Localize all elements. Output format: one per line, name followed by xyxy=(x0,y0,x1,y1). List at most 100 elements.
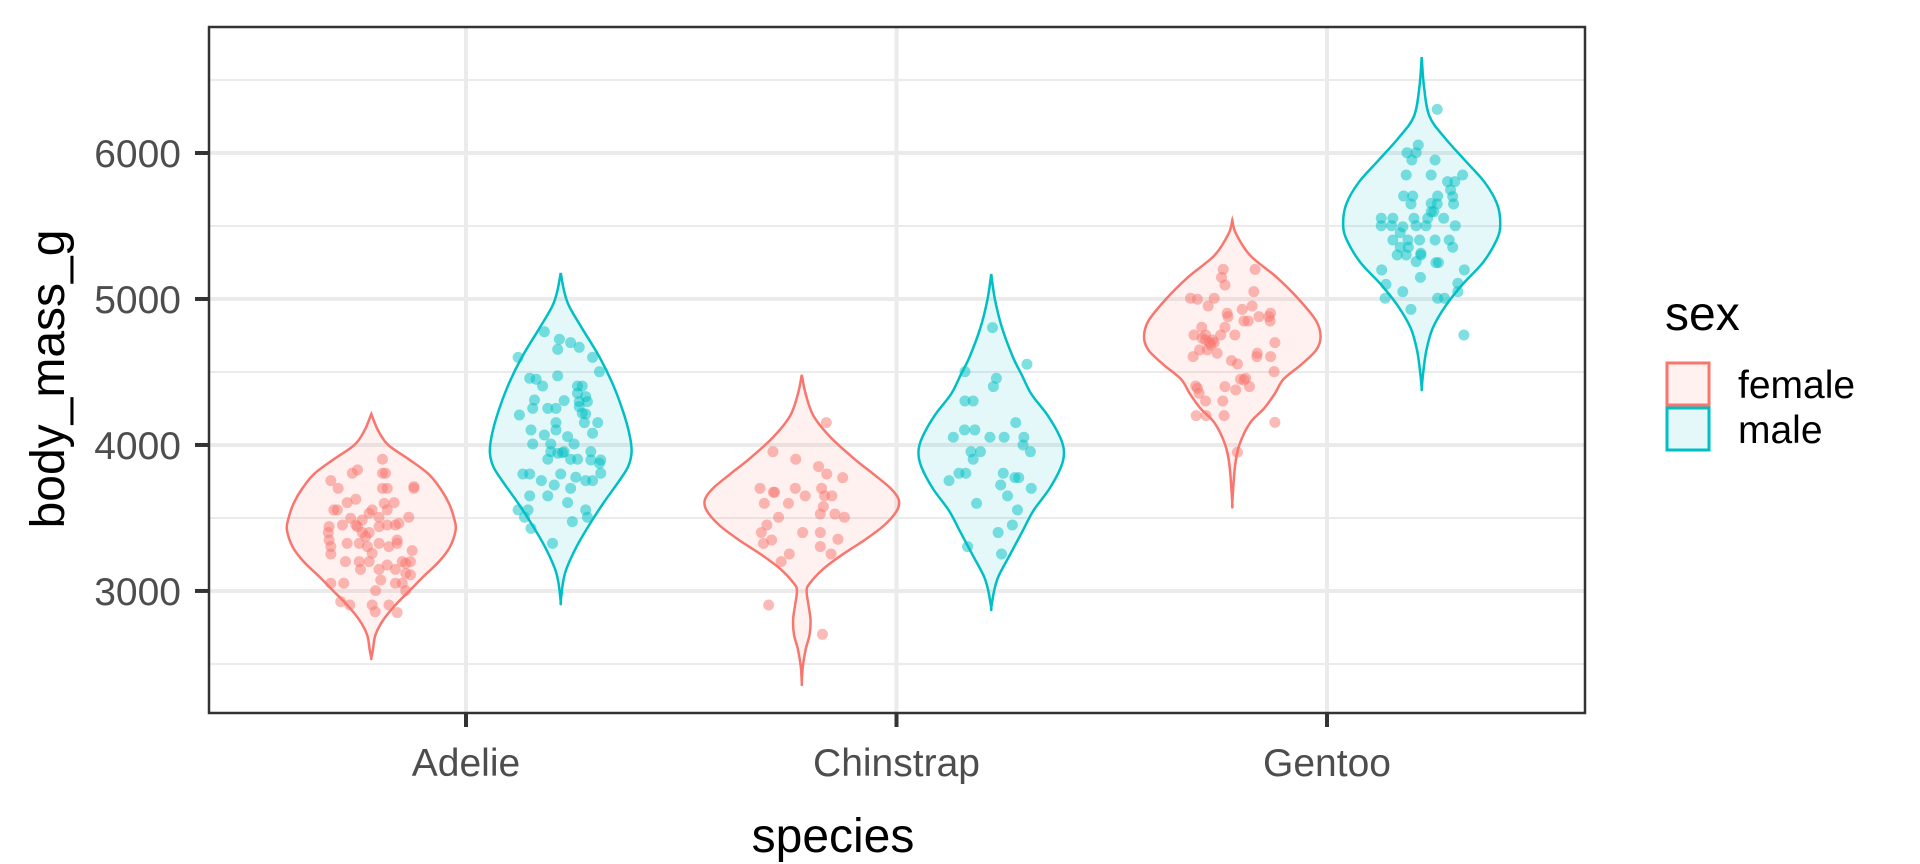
point-adelie-female xyxy=(363,556,375,568)
point-gentoo-male xyxy=(1449,220,1461,232)
point-chinstrap-male xyxy=(962,541,974,553)
point-gentoo-male xyxy=(1458,329,1470,341)
point-gentoo-male xyxy=(1452,277,1464,289)
point-gentoo-female xyxy=(1187,351,1199,363)
point-gentoo-male xyxy=(1398,190,1410,202)
point-adelie-male xyxy=(538,429,550,441)
point-adelie-male xyxy=(547,537,559,549)
point-chinstrap-male xyxy=(943,475,955,487)
point-gentoo-male xyxy=(1414,271,1426,283)
point-adelie-male xyxy=(565,337,577,349)
point-chinstrap-female xyxy=(821,468,833,480)
point-adelie-female xyxy=(350,493,362,505)
point-gentoo-female xyxy=(1248,286,1260,298)
point-gentoo-male xyxy=(1431,103,1443,115)
point-adelie-male xyxy=(535,475,547,487)
point-chinstrap-female xyxy=(789,482,801,494)
point-adelie-female xyxy=(381,519,393,531)
point-adelie-female xyxy=(370,585,382,597)
point-adelie-male xyxy=(542,453,554,465)
point-adelie-female xyxy=(366,547,378,559)
point-chinstrap-female xyxy=(757,537,769,549)
point-chinstrap-male xyxy=(1010,417,1022,429)
x-tick-label-chinstrap: Chinstrap xyxy=(813,742,980,785)
point-adelie-female xyxy=(332,482,344,494)
point-adelie-female xyxy=(383,541,395,553)
point-adelie-male xyxy=(562,431,574,443)
point-chinstrap-female xyxy=(763,599,775,611)
point-chinstrap-male xyxy=(984,431,996,443)
point-chinstrap-female xyxy=(790,453,802,465)
point-adelie-female xyxy=(375,574,387,586)
point-chinstrap-female xyxy=(826,490,838,502)
point-chinstrap-female xyxy=(832,533,844,545)
point-adelie-female xyxy=(388,497,400,509)
point-gentoo-male xyxy=(1410,256,1422,268)
point-gentoo-female xyxy=(1211,347,1223,359)
point-gentoo-female xyxy=(1222,311,1234,323)
point-gentoo-female xyxy=(1231,446,1243,458)
point-gentoo-female xyxy=(1191,382,1203,394)
point-chinstrap-female xyxy=(755,527,767,539)
y-tick-label-6000: 6000 xyxy=(94,133,181,176)
point-adelie-male xyxy=(580,408,592,420)
point-chinstrap-male xyxy=(997,467,1009,479)
point-chinstrap-female xyxy=(761,519,773,531)
point-gentoo-male xyxy=(1405,303,1417,315)
point-adelie-female xyxy=(408,482,420,494)
legend-title: sex xyxy=(1665,288,1740,341)
point-gentoo-male xyxy=(1414,234,1426,246)
point-gentoo-female xyxy=(1246,300,1258,312)
point-adelie-male xyxy=(519,511,531,523)
point-chinstrap-female xyxy=(754,482,766,494)
point-adelie-male xyxy=(525,424,537,436)
point-adelie-male xyxy=(566,516,578,528)
point-gentoo-male xyxy=(1397,221,1409,233)
point-chinstrap-female xyxy=(775,556,787,568)
point-adelie-female xyxy=(339,556,351,568)
point-adelie-male xyxy=(552,343,564,355)
point-gentoo-female xyxy=(1219,381,1231,393)
point-chinstrap-female xyxy=(758,497,770,509)
point-gentoo-male xyxy=(1448,198,1460,210)
point-chinstrap-female xyxy=(837,472,849,484)
point-gentoo-male xyxy=(1447,241,1459,253)
point-adelie-male xyxy=(542,490,554,502)
point-adelie-male xyxy=(587,475,599,487)
y-tick-label-4000: 4000 xyxy=(94,425,181,468)
point-chinstrap-male xyxy=(1021,358,1033,370)
point-adelie-male xyxy=(512,351,524,363)
point-adelie-male xyxy=(562,497,574,509)
point-adelie-female xyxy=(389,563,401,575)
point-adelie-female xyxy=(376,453,388,465)
point-gentoo-female xyxy=(1229,329,1241,341)
point-adelie-male xyxy=(570,471,582,483)
point-chinstrap-male xyxy=(1025,482,1037,494)
point-adelie-male xyxy=(573,341,585,353)
point-gentoo-female xyxy=(1249,263,1261,275)
point-adelie-male xyxy=(585,454,597,466)
point-gentoo-male xyxy=(1432,190,1444,202)
point-gentoo-female xyxy=(1238,374,1250,386)
point-chinstrap-female xyxy=(816,628,828,640)
point-gentoo-female xyxy=(1231,358,1243,370)
point-gentoo-male xyxy=(1400,169,1412,181)
point-adelie-male xyxy=(550,402,562,414)
x-tick-label-gentoo: Gentoo xyxy=(1263,742,1391,785)
point-adelie-female xyxy=(369,606,381,618)
point-gentoo-female xyxy=(1190,410,1202,422)
point-gentoo-male xyxy=(1420,220,1432,232)
point-adelie-female xyxy=(381,559,393,571)
point-adelie-male xyxy=(538,326,550,338)
point-gentoo-male xyxy=(1406,154,1418,166)
point-gentoo-female xyxy=(1263,311,1275,323)
y-axis-title: body_mass_g xyxy=(22,230,75,529)
point-chinstrap-male xyxy=(992,527,1004,539)
legend-key-male xyxy=(1665,406,1711,452)
point-adelie-female xyxy=(400,567,412,579)
point-adelie-female xyxy=(373,521,385,533)
point-gentoo-male xyxy=(1432,257,1444,269)
point-chinstrap-male xyxy=(947,431,959,443)
point-adelie-male xyxy=(513,409,525,421)
point-gentoo-female xyxy=(1230,384,1242,396)
